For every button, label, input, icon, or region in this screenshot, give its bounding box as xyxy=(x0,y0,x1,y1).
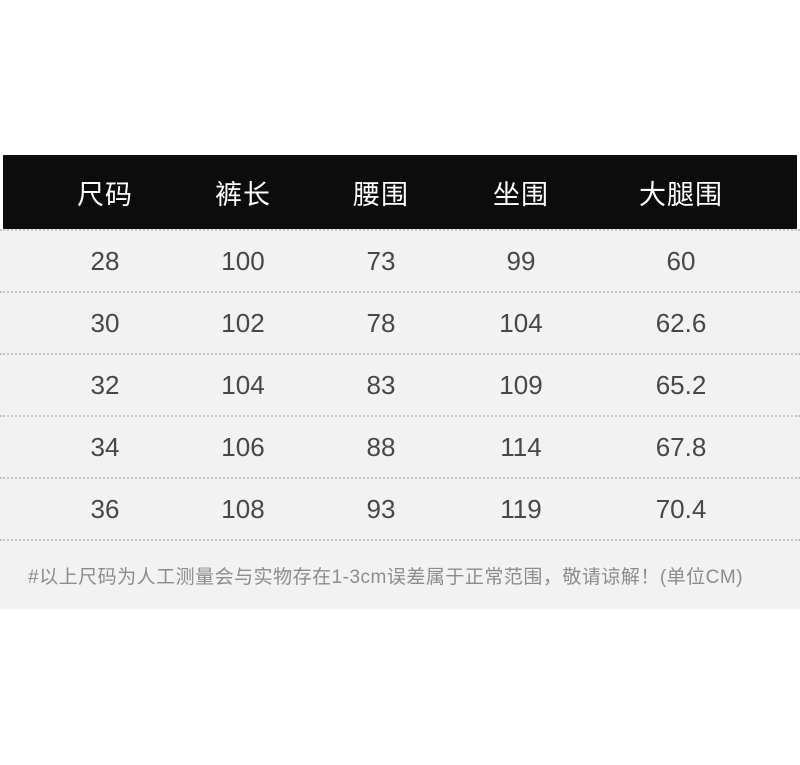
table-cell: 30 xyxy=(90,307,120,338)
size-table-header-row: 尺码 裤长 腰围 坐围 大腿围 xyxy=(3,155,797,229)
table-cell: 99 xyxy=(506,245,536,276)
column-header-pants-length: 裤长 xyxy=(215,179,271,210)
table-cell: 104 xyxy=(221,369,265,400)
table-cell: 119 xyxy=(500,493,542,524)
table-row: 32 104 83 109 65.2 xyxy=(0,353,800,415)
table-cell: 108 xyxy=(221,493,265,524)
table-cell: 32 xyxy=(90,369,120,400)
table-cell: 34 xyxy=(90,431,120,462)
table-cell: 83 xyxy=(366,369,396,400)
table-cell: 70.4 xyxy=(655,493,707,524)
table-cell: 109 xyxy=(499,369,543,400)
table-cell: 67.8 xyxy=(655,431,707,462)
table-cell: 65.2 xyxy=(655,369,707,400)
table-cell: 73 xyxy=(366,245,396,276)
column-header-waist: 腰围 xyxy=(353,179,409,210)
table-cell: 28 xyxy=(90,245,120,276)
table-cell: 114 xyxy=(500,431,542,462)
column-header-size: 尺码 xyxy=(77,179,133,210)
table-cell: 36 xyxy=(90,493,120,524)
column-header-hip: 坐围 xyxy=(493,179,549,210)
measurement-note: #以上尺码为人工测量会与实物存在1-3cm误差属于正常范围，敬请谅解！(单位CM… xyxy=(0,539,800,609)
table-cell: 106 xyxy=(221,431,265,462)
table-cell: 104 xyxy=(499,307,543,338)
column-header-thigh: 大腿围 xyxy=(639,179,723,210)
table-cell: 102 xyxy=(221,307,265,338)
table-row: 34 106 88 114 67.8 xyxy=(0,415,800,477)
table-cell: 88 xyxy=(366,431,396,462)
table-cell: 93 xyxy=(366,493,396,524)
table-cell: 62.6 xyxy=(655,307,707,338)
table-cell: 60 xyxy=(666,245,696,276)
table-row: 36 108 93 119 70.4 xyxy=(0,477,800,539)
table-cell: 100 xyxy=(221,245,265,276)
table-cell: 78 xyxy=(366,307,396,338)
table-row: 30 102 78 104 62.6 xyxy=(0,291,800,353)
size-table: 尺码 裤长 腰围 坐围 大腿围 28 100 73 99 60 30 102 7… xyxy=(0,155,800,609)
table-row: 28 100 73 99 60 xyxy=(0,229,800,291)
